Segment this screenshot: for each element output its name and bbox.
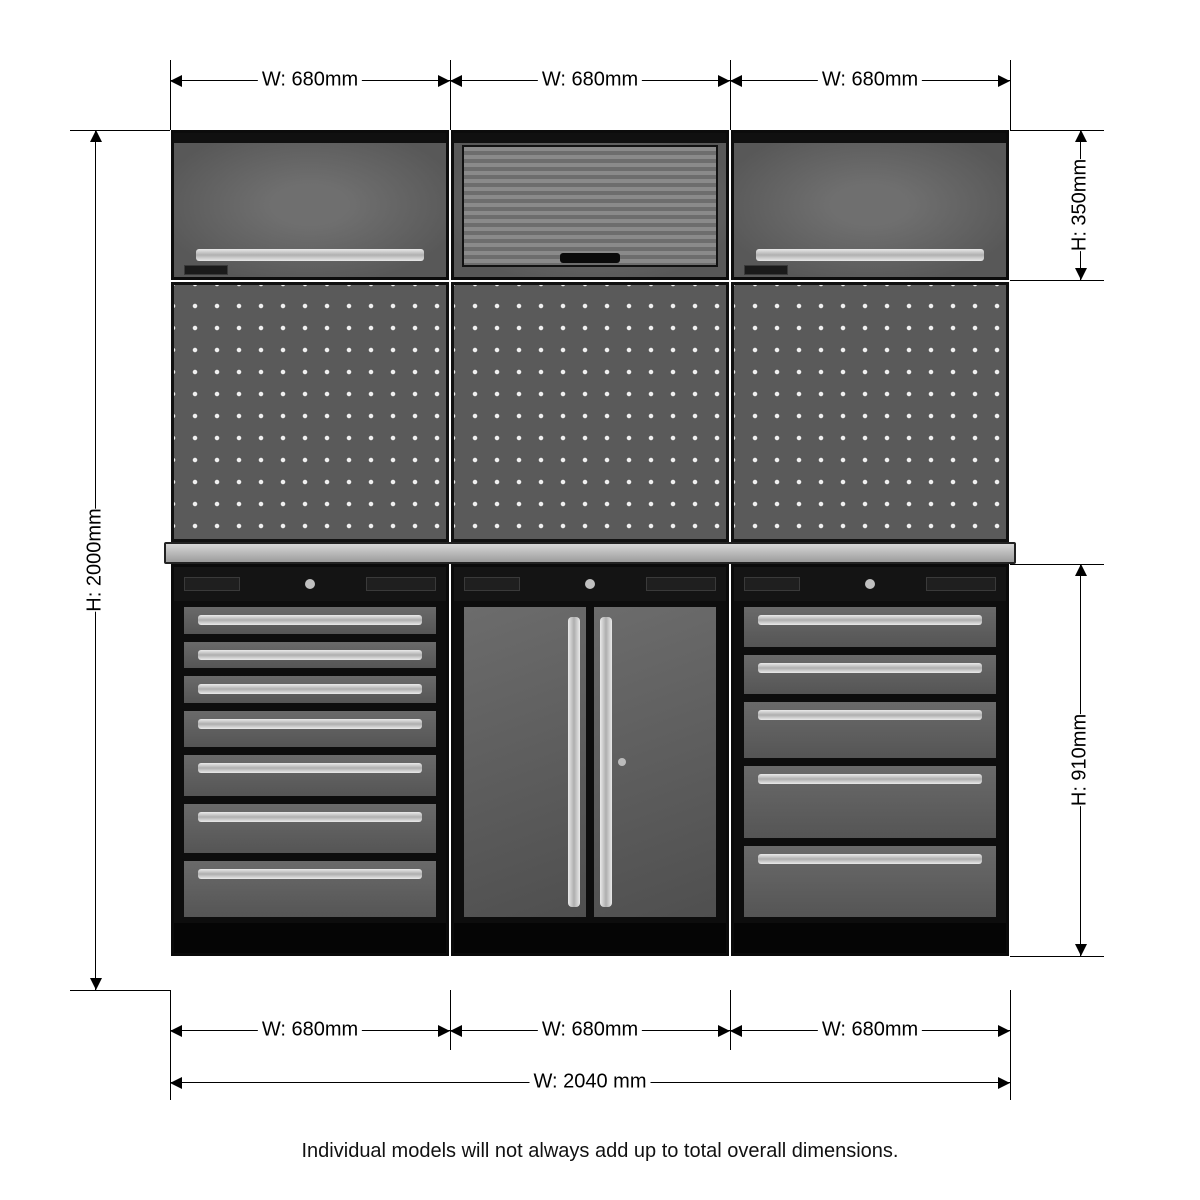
door-left [462,605,588,919]
drawer [742,764,998,839]
dim-bottom-2-label: W: 680mm [538,1019,642,1042]
pegboard-left [171,282,449,542]
drawer [182,674,438,705]
footnote: Individual models will not always add up… [0,1140,1200,1163]
dim-bottom-1-label: W: 680mm [258,1019,362,1042]
dim-top-2-label: W: 680mm [538,69,642,92]
drawer [742,844,998,919]
drawer [182,605,438,636]
drawer [182,802,438,855]
ext-line [730,990,731,1050]
dim-top-3-label: W: 680mm [818,69,922,92]
cabinet-system [170,130,1010,990]
ext-line [1010,956,1104,957]
base-cabinet-center [451,564,729,956]
base-cabinet-left [171,564,449,956]
drawer [742,605,998,649]
drawer [742,700,998,760]
ext-line [1010,130,1104,131]
ext-line [170,60,171,130]
door-right [592,605,718,919]
dim-top-1-label: W: 680mm [258,69,362,92]
ext-line [450,990,451,1050]
top-cabinet-center-tambour [451,130,729,280]
drawer [182,709,438,749]
dim-overall-width-label: W: 2040 mm [530,1071,651,1094]
ext-line [1010,280,1104,281]
ext-line [70,130,170,131]
drawer [182,753,438,798]
dim-lower-height-label: H: 910mm [1065,714,1096,806]
top-row [170,130,1010,280]
drawer [182,859,438,919]
ext-line [1010,60,1011,130]
pegboard-center [451,282,729,542]
ext-line [450,60,451,130]
dim-bottom-3-label: W: 680mm [818,1019,922,1042]
base-cabinet-right [731,564,1009,956]
dim-overall-height-label: H: 2000mm [80,508,111,611]
ext-line [1010,564,1104,565]
ext-line [730,60,731,130]
top-cabinet-right [731,130,1009,280]
base-row [170,564,1010,956]
ext-line [1010,990,1011,1100]
drawer [742,653,998,697]
pegboard-right [731,282,1009,542]
pegboard-row [170,282,1010,542]
dim-upper-height-label: H: 350mm [1065,159,1096,251]
drawer [182,640,438,671]
ext-line [70,990,170,991]
worktop [164,542,1016,564]
top-cabinet-left [171,130,449,280]
